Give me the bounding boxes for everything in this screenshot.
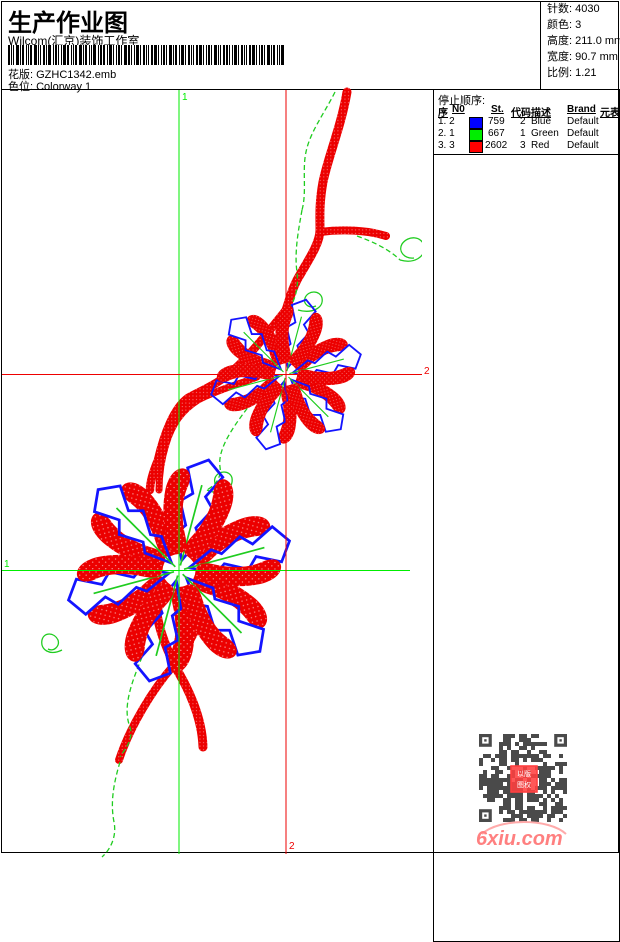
svg-text:1: 1 (182, 92, 188, 103)
svg-text:1: 1 (4, 559, 10, 570)
svg-text:2: 2 (424, 366, 430, 377)
svg-text:2: 2 (289, 841, 295, 852)
